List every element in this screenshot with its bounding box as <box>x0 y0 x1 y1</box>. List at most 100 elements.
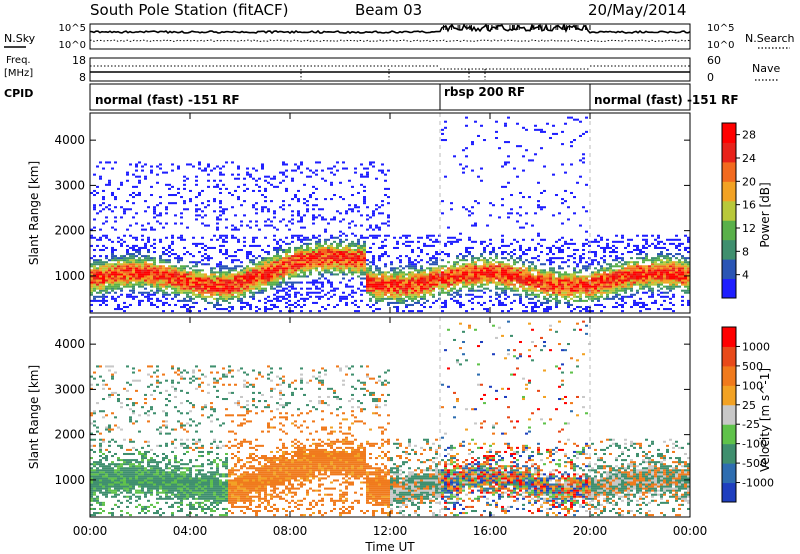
range-gate-cell <box>207 295 210 298</box>
range-gate-cell <box>459 267 462 270</box>
range-gate-cell <box>486 224 489 227</box>
range-gate-cell <box>492 248 495 252</box>
range-gate-cell <box>225 218 228 221</box>
range-gate-cell <box>189 277 192 280</box>
range-gate-cell <box>657 308 660 311</box>
range-gate-cell <box>348 222 351 225</box>
range-gate-cell <box>564 291 567 294</box>
range-gate-cell <box>243 287 246 290</box>
range-gate-cell <box>93 226 96 229</box>
range-gate-cell <box>339 244 342 247</box>
range-gate-cell <box>303 242 306 245</box>
range-gate-cell <box>642 238 645 241</box>
range-gate-cell <box>558 279 561 282</box>
range-gate-cell <box>177 289 180 292</box>
range-gate-cell <box>651 295 654 298</box>
range-gate-cell <box>198 242 201 245</box>
range-gate-cell <box>153 275 156 278</box>
range-gate-cell <box>648 295 651 298</box>
range-gate-cell <box>567 299 570 302</box>
range-gate-cell <box>411 289 414 292</box>
range-gate-cell <box>450 281 453 284</box>
range-gate-cell <box>516 175 519 178</box>
range-gate-cell <box>558 287 561 290</box>
range-gate-cell <box>606 242 609 245</box>
range-gate-cell <box>276 289 279 292</box>
range-gate-cell <box>141 169 144 172</box>
range-gate-cell <box>546 259 549 262</box>
range-gate-cell <box>663 263 666 266</box>
range-gate-cell <box>387 271 390 274</box>
range-gate-cell <box>336 303 339 306</box>
range-gate-cell <box>432 244 435 247</box>
range-gate-cell <box>426 234 429 237</box>
range-gate-cell <box>528 287 531 290</box>
range-gate-cell <box>324 248 327 252</box>
range-gate-cell <box>141 238 144 241</box>
range-gate-cell <box>291 214 294 217</box>
range-gate-cell <box>453 291 456 294</box>
range-gate-cell <box>297 263 300 266</box>
range-gate-cell <box>255 202 258 205</box>
range-gate-cell <box>246 257 249 260</box>
range-gate-cell <box>393 283 396 286</box>
range-gate-cell <box>192 287 195 290</box>
range-gate-cell <box>213 305 216 309</box>
range-gate-cell <box>600 285 603 288</box>
range-gate-cell <box>363 242 366 245</box>
range-gate-cell <box>267 299 270 302</box>
range-gate-cell <box>627 261 630 264</box>
range-gate-cell <box>96 191 99 194</box>
range-gate-cell <box>108 287 111 290</box>
range-gate-cell <box>351 220 354 223</box>
range-gate-cell <box>303 269 306 272</box>
range-gate-cell <box>219 295 222 298</box>
range-gate-cell <box>540 275 543 278</box>
range-gate-cell <box>669 308 672 311</box>
range-gate-cell <box>96 483 99 486</box>
range-gate-cell <box>450 277 453 280</box>
range-gate-cell <box>477 267 480 270</box>
range-gate-cell <box>567 275 570 278</box>
range-gate-cell <box>198 283 201 286</box>
range-gate-cell <box>165 277 168 280</box>
range-gate-cell <box>219 244 222 247</box>
range-gate-cell <box>306 238 309 241</box>
range-gate-cell <box>105 265 108 268</box>
range-gate-cell <box>285 236 288 239</box>
range-gate-cell <box>417 285 420 288</box>
range-gate-cell <box>141 299 144 302</box>
range-gate-cell <box>120 275 123 278</box>
range-gate-cell <box>327 238 330 241</box>
range-gate-cell <box>93 255 96 258</box>
range-gate-cell <box>507 285 510 288</box>
range-gate-cell <box>339 297 342 300</box>
range-gate-cell <box>546 297 549 300</box>
range-gate-cell <box>120 238 123 241</box>
range-gate-cell <box>594 255 597 258</box>
range-gate-cell <box>333 173 336 176</box>
range-gate-cell <box>246 251 249 254</box>
range-gate-cell <box>504 163 507 166</box>
range-gate-cell <box>198 291 201 294</box>
range-gate-cell <box>111 267 114 270</box>
range-gate-cell <box>471 206 474 209</box>
range-gate-cell <box>537 283 540 286</box>
range-gate-cell <box>195 208 198 211</box>
range-gate-cell <box>303 303 306 306</box>
range-gate-cell <box>585 293 588 296</box>
range-gate-cell <box>159 261 162 264</box>
range-gate-cell <box>294 246 297 249</box>
range-gate-cell <box>480 240 483 243</box>
range-gate-cell <box>228 301 231 304</box>
range-gate-cell <box>210 269 213 272</box>
range-gate-cell <box>228 291 231 294</box>
range-gate-cell <box>675 265 678 268</box>
range-gate-cell <box>114 196 117 199</box>
range-gate-cell <box>318 273 321 276</box>
range-gate-cell <box>564 297 567 300</box>
range-gate-cell <box>321 244 324 247</box>
range-gate-cell <box>93 424 96 427</box>
range-gate-cell <box>486 308 489 311</box>
range-gate-cell <box>675 244 678 247</box>
